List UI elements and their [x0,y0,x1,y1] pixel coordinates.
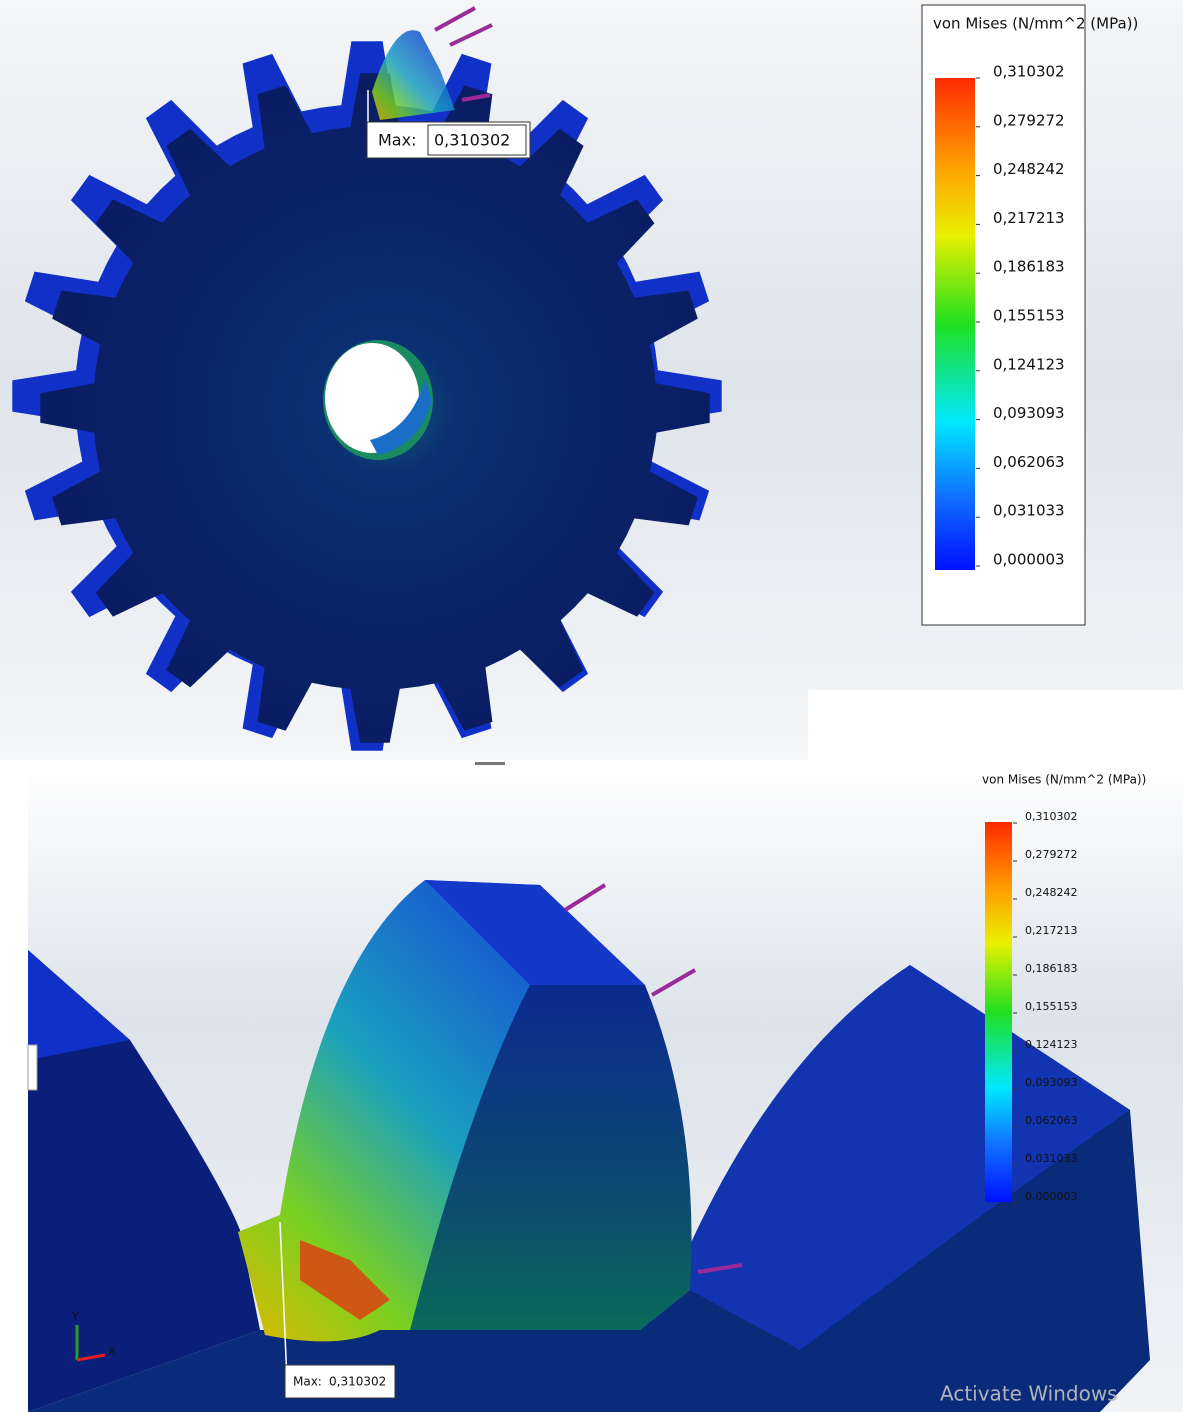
legend-scale [935,78,975,570]
legend-label: 0,155153 [1025,1000,1078,1013]
legend-label: 0,124123 [993,355,1065,373]
legend-label: 0,310302 [993,63,1065,81]
legend-label: 0,093093 [1025,1076,1078,1089]
separator [475,762,505,765]
legend-label: 0,186183 [1025,962,1078,975]
legend-label: 0,186183 [993,258,1065,276]
legend-label: 0,155153 [993,307,1065,325]
legend-label: 0,062063 [993,453,1065,471]
legend-label: 0,124123 [1025,1038,1078,1051]
screenshot: Max: 0,310302 von Mises (N/mm^2 (MPa)) 0… [0,0,1183,1412]
triad-x: X [108,1345,116,1358]
legend-label: 0,279272 [1025,848,1078,861]
legend-label: 0,279272 [993,111,1065,129]
legend-label: 0,062063 [1025,1114,1078,1127]
legend-label: 0,217213 [993,209,1065,227]
triad-y: Y [71,1310,79,1323]
legend-scale-2 [985,822,1012,1202]
blank-area [808,690,1183,760]
legend-label: 0,248242 [993,160,1065,178]
probe-label-2: Max: [293,1375,322,1389]
legend-label: 0,093093 [993,404,1065,422]
legend-label: 0,000003 [1025,1190,1078,1203]
side-tab[interactable] [28,1045,37,1090]
page: Max: 0,310302 von Mises (N/mm^2 (MPa)) 0… [0,0,1183,1412]
probe-value-2: 0,310302 [329,1375,386,1389]
legend-label: 0,217213 [1025,924,1078,937]
probe-label: Max: [378,131,416,150]
legend-label: 0,310302 [1025,810,1078,823]
watermark: Activate Windows [940,1382,1118,1406]
probe-value: 0,310302 [434,131,510,150]
legend-title-2: von Mises (N/mm^2 (MPa)) [982,773,1146,787]
legend-label: 0,248242 [1025,886,1078,899]
legend-label: 0,000003 [993,551,1065,569]
legend-label: 0,031033 [1025,1152,1078,1165]
legend-label: 0,031033 [993,502,1065,520]
legend-title: von Mises (N/mm^2 (MPa)) [933,15,1138,33]
